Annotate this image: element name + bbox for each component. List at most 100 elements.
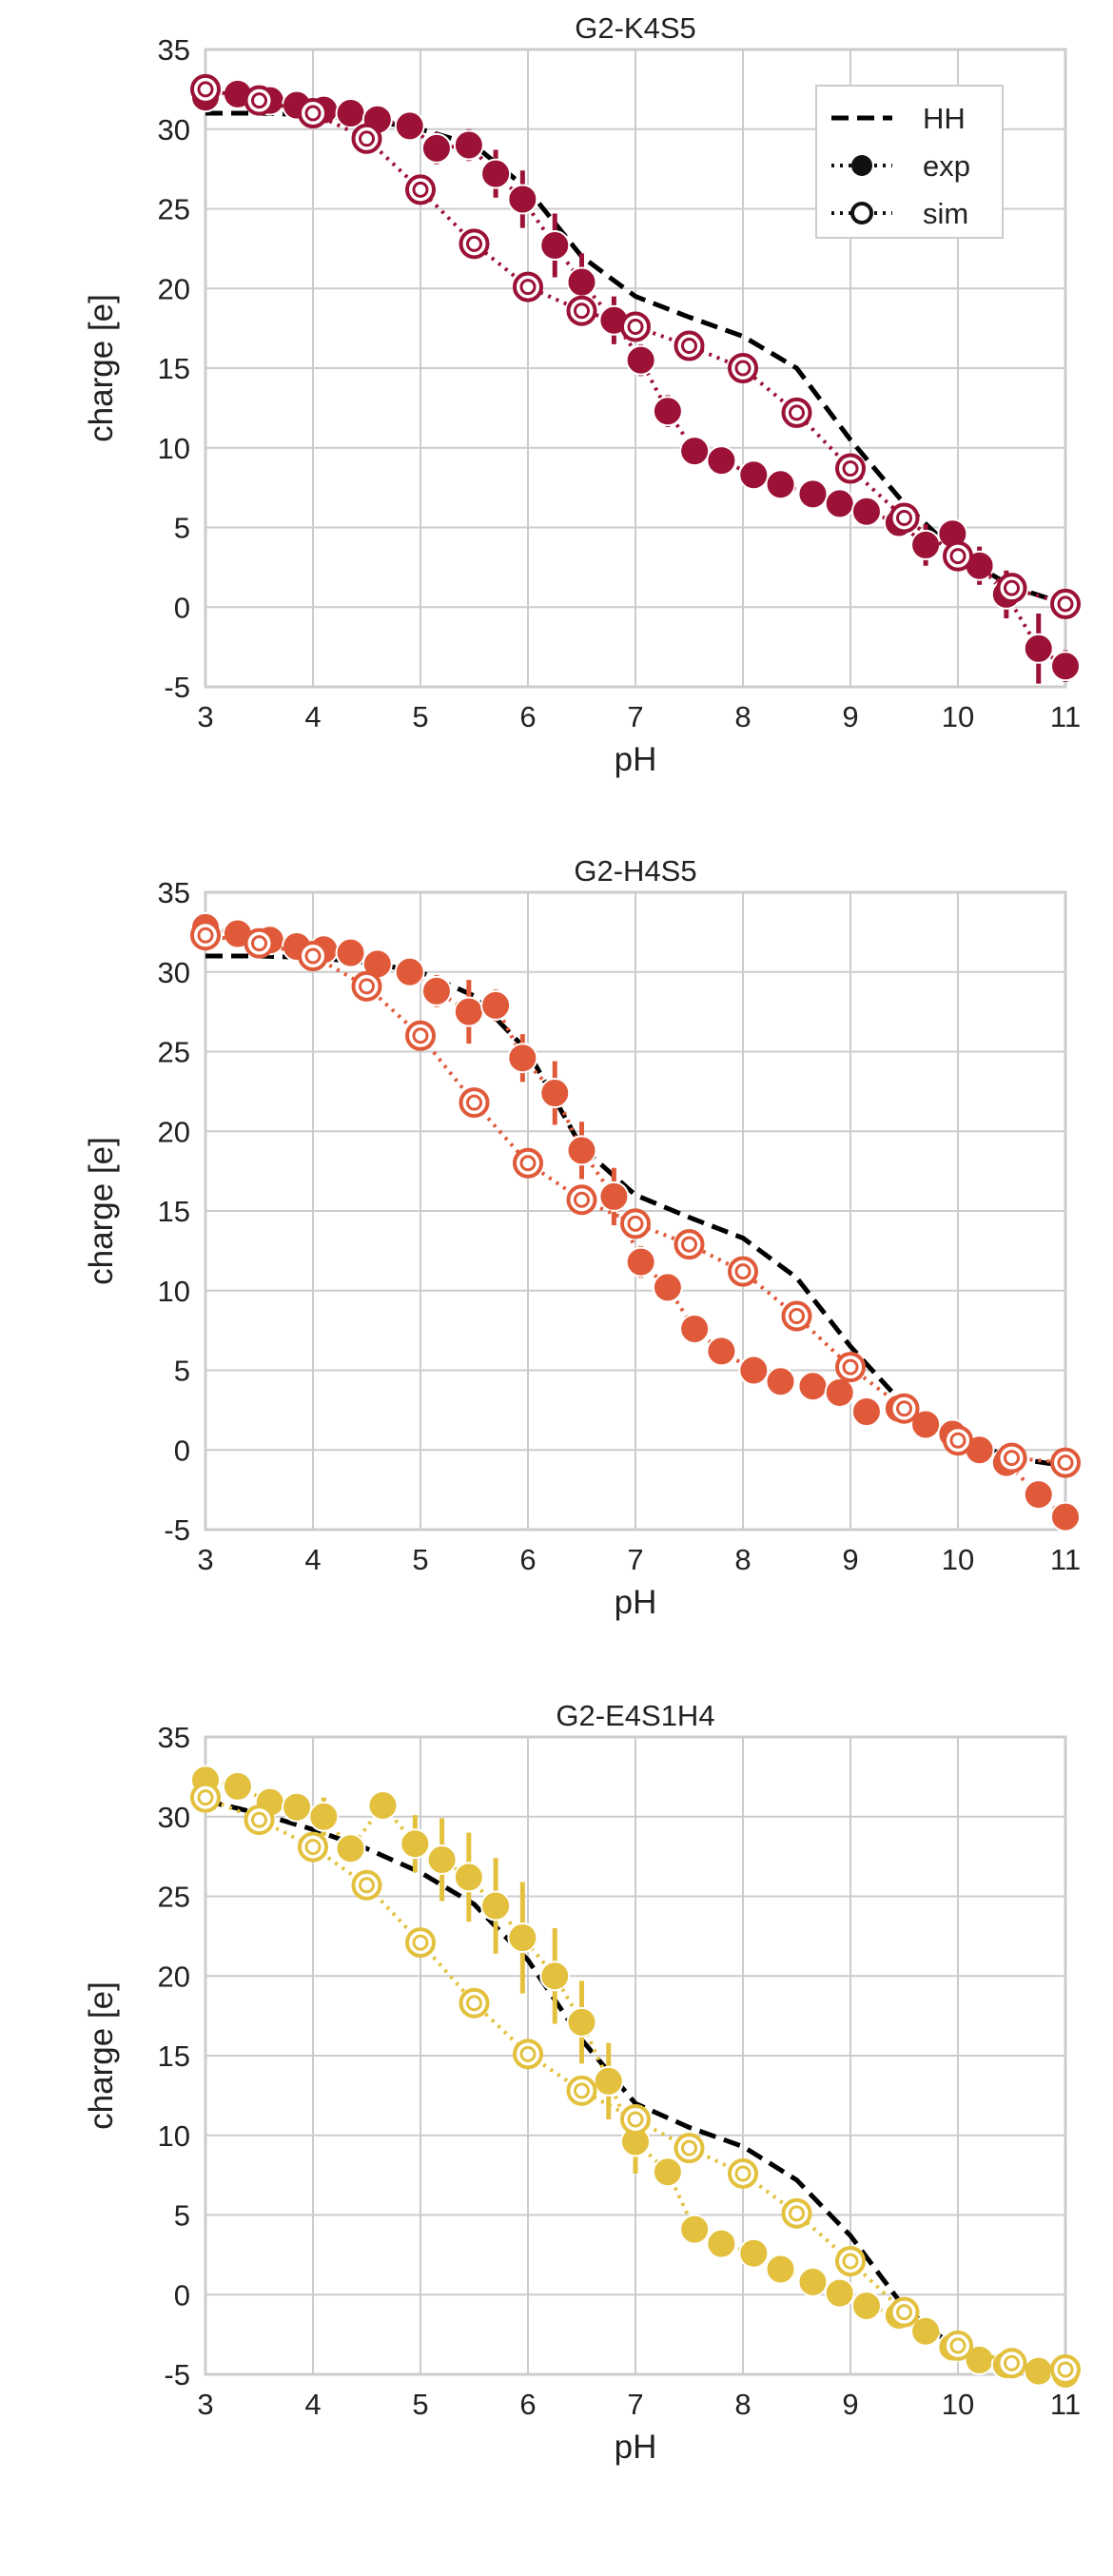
sim-point [674,1229,705,1260]
x-tick-label: 11 [1050,2388,1081,2421]
x-tick-label: 6 [519,2388,536,2421]
chart-title: G2-H4S5 [574,854,696,888]
exp-point [335,98,366,128]
y-tick-label: 15 [158,2039,190,2073]
exp-point [738,2237,770,2269]
x-tick-label: 3 [197,700,213,733]
chart-panel-2: 3 4 5 6 7 8 9 10 11 -5 0 5 10 15 20 25 30 35 G2-H4S5 pH char… [83,854,1081,1621]
x-tick-label: 6 [519,700,536,733]
exp-point [1023,633,1054,664]
y-tick-label: -5 [164,2358,190,2391]
x-tick-label: 11 [1050,1543,1081,1576]
exp-point [824,2277,855,2309]
exp-point [797,1371,829,1402]
plot-area [190,911,1081,1532]
sim-point [459,1987,490,2019]
sim-point-inner [197,927,214,944]
sim-point-inner [466,1094,482,1111]
x-axis-title: pH [615,741,657,778]
exp-point [706,2228,737,2259]
exp-point [453,1862,484,1893]
exp-point [367,1790,399,1822]
x-tick-label: 6 [519,1543,536,1576]
x-tick-label: 5 [412,700,428,733]
sim-point-inner [734,2165,752,2182]
sim-point [781,397,812,428]
sim-point [996,1442,1027,1473]
sim-point [781,2197,812,2229]
exp-point [738,459,770,491]
y-tick-label: 15 [158,352,190,385]
exp-point [593,2065,624,2097]
x-tick-label: 3 [197,1543,213,1576]
sim-point-inner [412,181,429,198]
sim-point [566,2075,597,2106]
legend-label-sim: sim [923,197,968,230]
x-tick-label: 10 [942,2388,974,2421]
plot-area [190,73,1081,684]
sim-point-inner [519,2045,537,2062]
x-axis-title: pH [615,1584,657,1621]
y-tick-label: 10 [158,2119,190,2153]
exp-point [850,2290,882,2321]
y-tick-label: 20 [158,1115,190,1148]
x-tick-label: 4 [304,700,321,733]
y-tick-label: 25 [158,193,190,226]
sim-point [1050,588,1081,619]
x-axis-title: pH [615,2429,657,2466]
x-tick-label: 9 [842,700,858,733]
sim-point [835,453,866,484]
sim-point-inner [466,1995,482,2012]
exp-point [910,2315,942,2347]
sim-point [566,1184,597,1216]
sim-point [405,174,436,205]
sim-point [298,941,328,971]
legend-label-exp: exp [923,149,970,183]
exp-point [453,996,484,1027]
exp-point [566,266,597,298]
sim-point-inner [359,978,375,995]
x-tick-label: 8 [734,1543,751,1576]
exp-point [765,2254,796,2285]
legend-label-hh: HH [923,102,966,135]
sim-point-inner [359,130,375,147]
chart-panel-1: 3 4 5 6 7 8 9 10 11 -5 0 5 10 15 20 25 30 35 G2-K4S5 pH char… [83,11,1081,778]
sim-point-inner [359,1877,375,1894]
y-tick-label: 15 [158,1195,190,1228]
sim-point [835,1352,866,1383]
sim-point-inner [896,1400,912,1417]
sim-point [888,1393,920,1424]
sim-point-inner [197,1789,214,1806]
exp-point [420,975,452,1006]
sim-point [244,1805,275,1836]
sim-point-inner [412,1934,429,1951]
exp-point [824,488,855,519]
y-tick-label: -5 [164,671,190,704]
y-tick-label: 10 [158,432,190,465]
exp-point [480,158,512,189]
exp-point [679,2214,711,2245]
sim-point [405,1020,436,1051]
exp-point [1023,1479,1054,1511]
exp-point [797,2266,829,2297]
sim-point-inner [627,318,644,335]
exp-point [420,132,452,164]
chart-title: G2-K4S5 [575,11,696,45]
exp-point [507,1922,538,1954]
plot-frame [204,48,1067,689]
exp-point [539,230,571,262]
exp-point [539,1078,571,1109]
sim-point [996,573,1027,604]
sim-point [351,970,382,1002]
sim-point [620,311,651,342]
sim-point [298,98,328,128]
sim-point-inner [627,1215,644,1232]
sim-point [888,502,920,534]
sim-point-inner [842,1358,859,1376]
sim-point [943,1425,973,1456]
sim-point [943,540,973,572]
sim-point-inner [681,1236,697,1253]
y-tick-label: -5 [164,1513,190,1547]
sim-point-inner [251,935,267,952]
exp-point [797,478,829,510]
